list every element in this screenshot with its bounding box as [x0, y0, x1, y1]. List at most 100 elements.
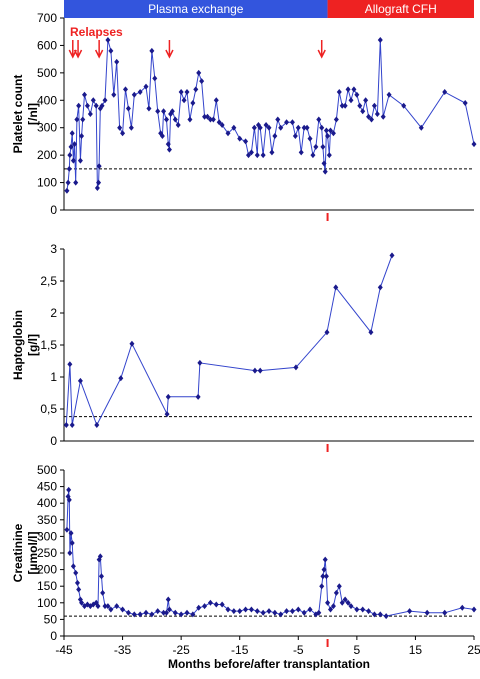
data-point	[272, 609, 278, 616]
data-point	[73, 179, 79, 186]
y-tick-label: 300	[37, 529, 57, 543]
data-point	[462, 100, 468, 107]
data-point	[69, 422, 75, 428]
data-point	[108, 606, 114, 613]
data-point	[310, 152, 316, 159]
data-point	[389, 252, 395, 259]
y-tick-label: 150	[37, 579, 57, 593]
data-point	[87, 111, 93, 117]
relapse-arrow	[73, 40, 83, 59]
data-point	[319, 124, 325, 131]
x-tick-label: -45	[55, 643, 73, 657]
data-point	[263, 121, 269, 128]
data-point	[219, 601, 225, 608]
y-axis-title-line: [/nl]	[26, 103, 40, 125]
data-point	[307, 606, 313, 613]
y-tick-label: 300	[37, 121, 57, 135]
data-point	[225, 130, 231, 137]
y-tick-label: 0	[50, 434, 57, 448]
data-point	[278, 611, 284, 618]
data-point	[357, 102, 363, 109]
data-point	[155, 608, 161, 615]
y-tick-label: 200	[37, 148, 57, 162]
data-point	[333, 284, 339, 291]
data-point	[293, 364, 299, 371]
data-point	[360, 108, 366, 115]
data-point	[366, 113, 372, 120]
data-point	[146, 105, 152, 112]
data-point	[76, 586, 82, 593]
data-point	[77, 157, 83, 164]
data-point	[371, 611, 377, 618]
data-line	[66, 39, 475, 191]
data-point	[231, 608, 237, 615]
data-point	[325, 599, 331, 606]
data-point	[351, 86, 357, 93]
data-point	[84, 102, 90, 109]
data-point	[193, 86, 199, 93]
data-point	[316, 609, 322, 616]
data-point	[251, 124, 257, 131]
data-point	[216, 119, 222, 126]
data-point	[336, 89, 342, 96]
data-point	[166, 606, 172, 613]
data-point	[69, 130, 75, 137]
data-point	[225, 606, 231, 613]
data-point	[80, 116, 86, 123]
data-point	[339, 102, 345, 109]
data-point	[63, 422, 69, 428]
data-point	[363, 97, 369, 104]
data-point	[333, 589, 339, 596]
data-point	[325, 132, 331, 139]
data-point	[442, 609, 448, 616]
data-point	[161, 609, 167, 616]
data-point	[165, 596, 171, 603]
data-point	[374, 111, 380, 117]
data-point	[342, 596, 348, 603]
data-point	[328, 127, 333, 134]
data-point	[125, 105, 131, 112]
x-tick-label: -15	[231, 643, 249, 657]
data-point	[326, 152, 332, 159]
data-point	[199, 78, 205, 85]
x-tick-label: -35	[114, 643, 132, 657]
data-point	[266, 124, 272, 131]
data-point	[254, 608, 260, 615]
relapse-arrow	[94, 40, 104, 59]
data-point	[442, 89, 448, 96]
data-point	[328, 606, 333, 613]
y-tick-label: 250	[37, 546, 57, 560]
data-point	[69, 540, 75, 547]
data-point	[172, 609, 178, 616]
y-axis-title-line: Platelet count	[11, 75, 25, 154]
data-point	[319, 583, 325, 590]
y-tick-label: 2,5	[40, 274, 57, 288]
data-point	[339, 599, 345, 606]
data-point	[102, 603, 108, 610]
data-point	[237, 608, 243, 615]
data-point	[213, 97, 219, 104]
data-point	[164, 411, 170, 418]
y-tick-label: 0	[50, 629, 57, 643]
data-point	[70, 563, 76, 570]
data-point	[330, 130, 336, 137]
y-tick-label: 0,5	[40, 402, 57, 416]
data-point	[66, 165, 72, 172]
x-tick-label: 5	[354, 643, 361, 657]
period-bar	[327, 0, 474, 18]
data-point	[354, 606, 360, 613]
y-tick-label: 400	[37, 93, 57, 107]
data-point	[66, 496, 72, 503]
data-point	[248, 606, 254, 613]
data-point	[108, 47, 114, 54]
data-point	[96, 163, 102, 170]
data-point	[248, 149, 254, 156]
data-point	[169, 108, 175, 115]
data-point	[348, 603, 354, 610]
data-point	[149, 47, 155, 54]
data-point	[94, 422, 100, 428]
data-point	[68, 530, 74, 537]
data-point	[95, 603, 101, 610]
y-axis-title: Platelet count[/nl]	[11, 75, 40, 154]
